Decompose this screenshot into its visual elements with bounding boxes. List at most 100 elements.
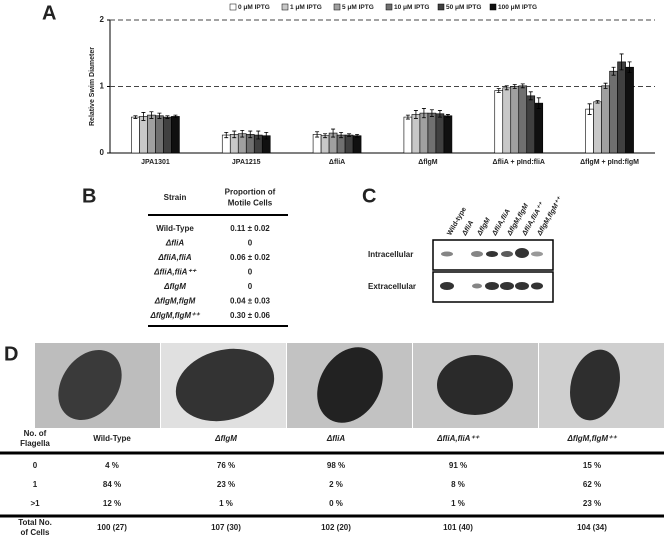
error-bar xyxy=(536,97,541,109)
bar xyxy=(617,61,626,154)
proportion: 0.06 ± 0.02 xyxy=(230,253,271,262)
percentage: 84 % xyxy=(103,480,121,489)
strain: ΔfliA,fliA⁺⁺ xyxy=(153,268,197,277)
legend-swatch xyxy=(437,3,445,11)
micrographs xyxy=(35,343,664,428)
error-bar xyxy=(248,130,253,139)
percentage: 23 % xyxy=(583,499,601,508)
percentage: 15 % xyxy=(583,461,601,470)
bar xyxy=(352,135,362,154)
bar xyxy=(534,102,544,154)
error-bar xyxy=(173,114,178,119)
error-bar xyxy=(421,108,426,119)
total-cells: 100 (27) xyxy=(97,523,127,532)
strain: ΔflgM xyxy=(163,282,186,291)
bar xyxy=(609,70,618,154)
legend-swatch xyxy=(333,3,341,11)
strain: Wild-Type xyxy=(156,224,194,233)
bar xyxy=(625,66,634,154)
error-bar xyxy=(611,66,616,76)
bar xyxy=(443,115,453,154)
table-header: No. of Flagella xyxy=(20,429,50,448)
percentage: 23 % xyxy=(217,480,235,489)
flagella-count: >1 xyxy=(30,499,40,508)
proportion: 0.30 ± 0.06 xyxy=(230,311,271,320)
error-bar xyxy=(413,110,418,119)
error-bar xyxy=(157,112,162,119)
bar xyxy=(419,112,429,154)
strain: ΔflgM,flgM⁺⁺ xyxy=(150,311,201,320)
percentage: 4 % xyxy=(105,461,119,470)
legend-swatch xyxy=(281,3,289,11)
table-header: Proportion of Motile Cells xyxy=(225,188,276,208)
bar xyxy=(601,85,610,154)
bar xyxy=(171,116,180,154)
x-tick-label: JPA1301 xyxy=(141,159,170,166)
error-bar xyxy=(264,131,269,140)
bar xyxy=(163,116,172,154)
lane-label: ΔfliA xyxy=(461,220,476,238)
y-axis-label: Relative Swim Diameter xyxy=(89,47,96,126)
percentage: 91 % xyxy=(449,461,467,470)
x-tick-label: ΔfliA xyxy=(329,159,345,166)
table-header: ΔflgM xyxy=(214,434,237,443)
strain: ΔflgM,flgM xyxy=(154,297,196,306)
legend-label: 50 μM IPTG xyxy=(446,4,481,11)
total-cells: 101 (40) xyxy=(443,523,473,532)
error-bar xyxy=(619,53,624,71)
proportion: 0 xyxy=(248,239,253,248)
legend-label: 100 μM IPTG xyxy=(498,4,537,11)
blot-row-label: Extracellular xyxy=(368,282,416,291)
error-bar xyxy=(528,91,533,101)
table-header: Strain xyxy=(164,193,187,202)
total-cells: 104 (34) xyxy=(577,523,607,532)
error-bar xyxy=(595,100,600,104)
table-header: Wild-Type xyxy=(93,434,131,443)
error-bar xyxy=(256,130,261,140)
bar xyxy=(518,85,528,154)
error-bar xyxy=(405,114,410,120)
error-bar xyxy=(355,133,360,138)
error-bar xyxy=(141,112,146,121)
error-bar xyxy=(347,133,352,137)
table-header: ΔflgM,flgM⁺⁺ xyxy=(567,434,618,443)
bar xyxy=(403,116,413,154)
y-tick-label: 2 xyxy=(100,15,105,24)
strain: ΔfliA xyxy=(165,239,184,248)
percentage: 2 % xyxy=(329,480,343,489)
error-bar xyxy=(232,130,237,139)
bar xyxy=(435,113,445,154)
legend-label: 10 μM IPTG xyxy=(394,4,429,11)
percentage: 1 % xyxy=(219,499,233,508)
lane-label: ΔflgM xyxy=(476,217,492,238)
bar xyxy=(502,87,512,154)
x-tick-label: JPA1215 xyxy=(232,159,261,166)
error-bar xyxy=(504,85,509,91)
proportion: 0 xyxy=(248,282,253,291)
error-bar xyxy=(165,115,170,119)
bar xyxy=(494,90,504,154)
percentage: 12 % xyxy=(103,499,121,508)
error-bar xyxy=(323,133,328,139)
legend-swatch xyxy=(489,3,497,11)
table-header: ΔfliA xyxy=(326,434,345,443)
error-bar xyxy=(149,111,154,119)
percentage: 8 % xyxy=(451,480,465,489)
error-bar xyxy=(224,131,229,139)
percentage: 0 % xyxy=(329,499,343,508)
legend-label: 1 μM IPTG xyxy=(290,4,322,11)
x-tick-label: ΔfliA + pInd:fliA xyxy=(493,159,545,166)
blot-row-label: Intracellular xyxy=(368,250,413,259)
x-tick-label: ΔflgM + pInd:flgM xyxy=(580,159,639,166)
error-bar xyxy=(240,129,245,138)
percentage: 76 % xyxy=(217,461,235,470)
error-bar xyxy=(331,128,336,138)
error-bar xyxy=(587,103,592,115)
bar xyxy=(411,114,421,154)
blot-bands xyxy=(440,248,543,290)
panel-label: A xyxy=(42,2,56,24)
proportion: 0.04 ± 0.03 xyxy=(230,297,271,306)
bar xyxy=(147,114,156,154)
bar xyxy=(510,86,520,154)
